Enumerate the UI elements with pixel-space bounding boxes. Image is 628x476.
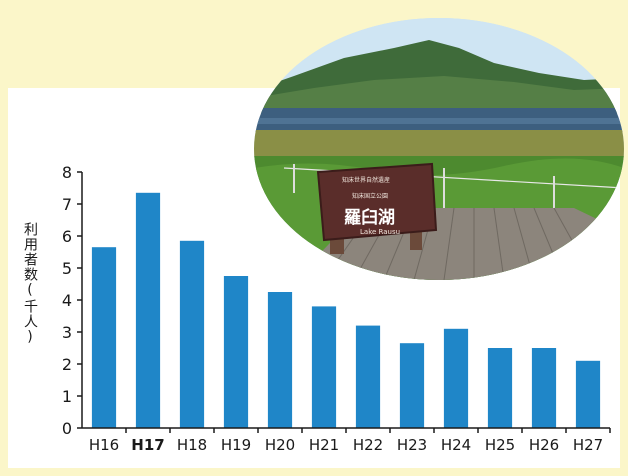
sign-title: 羅臼湖 xyxy=(344,207,395,228)
x-tick-label-H27: H27 xyxy=(573,436,603,454)
bar-H16 xyxy=(91,247,117,428)
y-axis-label: 利用者数(千人) xyxy=(22,222,38,346)
y-tick-label: 2 xyxy=(62,355,72,374)
x-tick-label-H21: H21 xyxy=(309,436,339,454)
x-tick-label-H16: H16 xyxy=(89,436,119,454)
x-tick-label-H25: H25 xyxy=(485,436,515,454)
x-tick-label-H23: H23 xyxy=(397,436,427,454)
x-tick-label-H18: H18 xyxy=(177,436,207,454)
y-tick-label: 0 xyxy=(62,419,72,438)
bar-H19 xyxy=(223,276,249,428)
y-tick-label: 3 xyxy=(62,323,72,342)
sign-header-1: 知床世界自然遺産 xyxy=(342,176,390,184)
y-tick-label: 7 xyxy=(62,195,72,214)
x-tick-label-H22: H22 xyxy=(353,436,383,454)
bar-H22 xyxy=(355,325,381,428)
bar-H27 xyxy=(575,360,601,428)
y-tick-label: 4 xyxy=(62,291,72,310)
x-tick-label-H20: H20 xyxy=(265,436,295,454)
lake-sign: 知床世界自然遺産 知床国立公園 羅臼湖 Lake Rausu xyxy=(316,162,438,242)
x-tick-label-H19: H19 xyxy=(221,436,251,454)
x-tick-label-H24: H24 xyxy=(441,436,471,454)
bar-H24 xyxy=(443,328,469,428)
y-tick-label: 8 xyxy=(62,163,72,182)
sign-subtitle: Lake Rausu xyxy=(360,228,400,236)
bars-group xyxy=(91,192,601,428)
lake-rausu-photo: 知床世界自然遺産 知床国立公園 羅臼湖 Lake Rausu xyxy=(254,18,624,280)
x-tick-label-H26: H26 xyxy=(529,436,559,454)
bar-H18 xyxy=(179,240,205,428)
y-tick-label: 6 xyxy=(62,227,72,246)
y-axis-ticks: 0 1 2 3 4 5 6 7 8 xyxy=(62,163,82,438)
x-axis-labels: H16 H17 H18 H19 H20 H21 H22 H23 H24 H25 H26 H27 xyxy=(89,428,611,454)
bar-H26 xyxy=(531,348,557,428)
x-tick-label-H17: H17 xyxy=(131,436,164,454)
bar-H21 xyxy=(311,306,337,428)
bar-H17 xyxy=(135,192,161,428)
y-tick-label: 1 xyxy=(62,387,72,406)
y-tick-label: 5 xyxy=(62,259,72,278)
bar-chart: 0 1 2 3 4 5 6 7 8 H16 H17 H18 H19 H20 H21 H22 H23 H24 H25… xyxy=(22,163,611,454)
bar-H25 xyxy=(487,348,513,428)
bar-H23 xyxy=(399,343,425,428)
sign-header-2: 知床国立公園 xyxy=(352,192,388,200)
bar-H20 xyxy=(267,292,293,428)
